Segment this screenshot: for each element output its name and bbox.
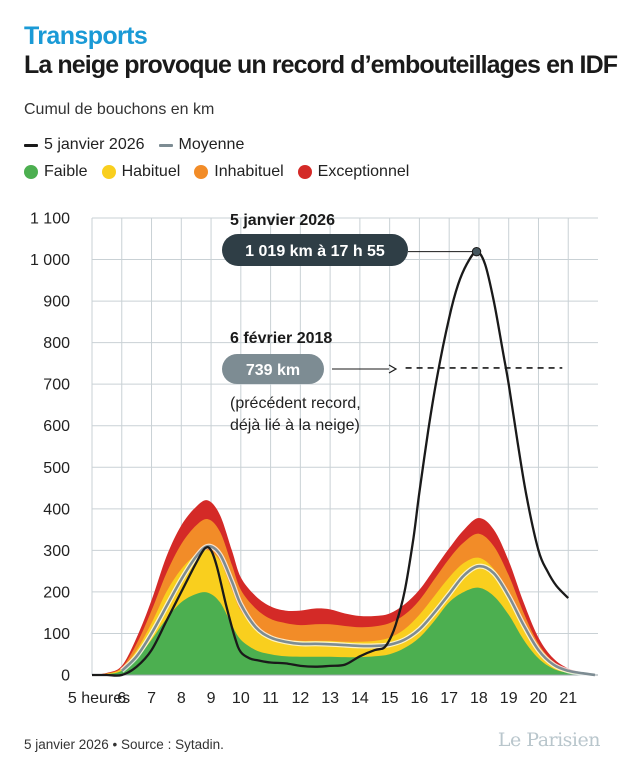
legend-item-inhabituel: Inhabituel (194, 163, 284, 181)
legend-item-jan-2026: 5 janvier 2026 (24, 136, 145, 154)
y-tick-label: 300 (43, 543, 70, 560)
annotation-title-2026: 5 janvier 2026 (230, 212, 335, 229)
x-tick-label: 21 (559, 690, 577, 707)
x-tick-label: 8 (177, 690, 186, 707)
annotation-title-2018: 6 février 2018 (230, 330, 332, 347)
kicker: Transports (24, 22, 148, 50)
annotation-note-2018: (précédent record, (230, 395, 361, 412)
x-tick-label: 15 (381, 690, 399, 707)
traffic-chart: 0 100 200 300 400 500 600 700 800 900 1 000 1 100 5 … (30, 211, 598, 707)
dot-swatch (194, 165, 209, 179)
x-tick-label: 17 (440, 690, 458, 707)
peak-marker (471, 246, 482, 257)
legend-label: Inhabituel (214, 163, 284, 180)
legend-item-habituel: Habituel (101, 163, 181, 181)
x-tick-label: 7 (147, 690, 156, 707)
legend-label: Moyenne (178, 136, 245, 153)
line-swatch (158, 143, 173, 147)
chart-subtitle: Cumul de bouchons en km (24, 101, 215, 118)
x-tick-label: 13 (321, 690, 339, 707)
x-tick-label: 10 (232, 690, 250, 707)
legend-item-moyenne: Moyenne (158, 136, 245, 154)
y-tick-label: 700 (43, 377, 70, 394)
source-note: 5 janvier 2026 • Source : Sytadin. (24, 737, 224, 752)
legend-label: Habituel (121, 163, 181, 180)
x-tick-label: 20 (530, 690, 548, 707)
legend-item-exceptionnel: Exceptionnel (297, 163, 410, 181)
legend-label: Faible (44, 163, 88, 180)
x-tick-label: 16 (411, 690, 429, 707)
brand-logo: Le Parisien (497, 729, 601, 751)
y-tick-label: 0 (61, 668, 70, 685)
annotation-pill-2026 (222, 234, 408, 266)
legend-label: Exceptionnel (317, 163, 410, 180)
y-tick-label: 400 (43, 501, 70, 518)
series-moyenne (120, 544, 596, 677)
y-tick-label: 100 (43, 626, 70, 643)
x-tick-label: 6 (117, 690, 126, 707)
annotation-label-2026: 1 019 km à 17 h 55 (245, 243, 385, 260)
page-title: La neige provoque un record d’embouteill… (24, 51, 618, 79)
annotation-note-2018: déjà lié à la neige) (230, 417, 360, 434)
header: Transports La neige provoque un record d… (24, 22, 618, 80)
x-tick-label: 19 (500, 690, 518, 707)
annotation-pill-2018 (222, 354, 324, 384)
y-tick-label: 800 (43, 335, 70, 352)
legend-lines: 5 janvier 2026 Moyenne (24, 136, 258, 154)
y-tick-label: 1 000 (30, 252, 70, 269)
legend-label: 5 janvier 2026 (44, 136, 145, 153)
x-tick-label: 11 (262, 690, 279, 707)
x-tick-label: 12 (291, 690, 309, 707)
annotation-label-2018: 739 km (246, 362, 300, 379)
record-2018-arrowhead (388, 364, 398, 374)
legend-item-faible: Faible (24, 163, 88, 181)
legend-levels: Faible Habituel Inhabituel Exceptionnel (24, 163, 423, 181)
dot-swatch (24, 165, 38, 179)
dot-swatch (297, 165, 312, 179)
band-faible (92, 587, 595, 675)
x-tick-label: 5 heures (68, 690, 130, 707)
series-5-janvier-2026 (91, 250, 570, 677)
y-tick-label: 600 (43, 418, 70, 435)
x-tick-label: 9 (207, 690, 216, 707)
y-tick-label: 200 (43, 584, 70, 601)
y-tick-label: 500 (43, 460, 70, 477)
line-swatch (24, 143, 38, 147)
dot-swatch (101, 165, 116, 179)
x-tick-label: 18 (470, 690, 488, 707)
y-tick-label: 1 100 (30, 211, 70, 228)
x-tick-label: 14 (351, 690, 369, 707)
y-tick-label: 900 (43, 294, 70, 311)
